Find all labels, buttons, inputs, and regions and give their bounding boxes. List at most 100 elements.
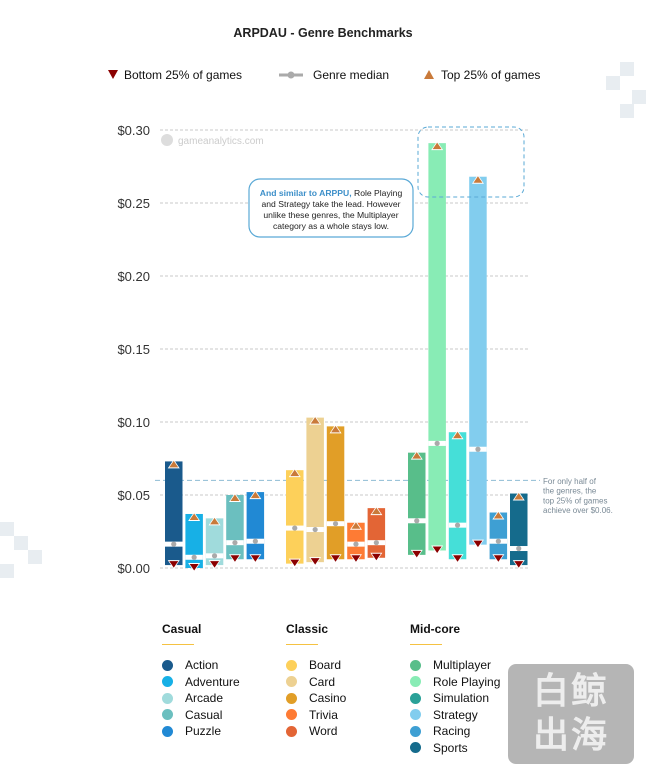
legend-item: Casual: [162, 707, 240, 724]
legend-label: Word: [309, 724, 338, 739]
median-marker: [454, 522, 461, 528]
top-marker: [514, 493, 524, 500]
callout-line: unlike these genres, the Multiplayer: [263, 210, 398, 220]
bottom-marker: [351, 555, 361, 562]
bar-simulation: [448, 432, 467, 560]
legend-item: Action: [162, 657, 240, 674]
legend-label: Adventure: [185, 674, 240, 689]
top-marker: [169, 460, 179, 468]
legend-color-dot: [410, 659, 421, 671]
bar-puzzle: [246, 492, 265, 560]
y-tick-label: $0.05: [117, 488, 150, 503]
bar-adventure: [185, 513, 203, 568]
legend-color-dot: [286, 659, 297, 671]
legend-label: Role Playing: [433, 674, 501, 689]
bar-casual: [226, 495, 244, 560]
bar-multiplayer: [408, 452, 426, 555]
site-watermark: gameanalytics.com: [178, 136, 264, 147]
legend-items: Action Adventure Arcade Casual Puzzle: [162, 657, 240, 740]
callout-highlight: And similar to ARPPU,: [260, 188, 354, 198]
legend-label: Racing: [433, 724, 471, 739]
legend-item: Card: [286, 674, 346, 691]
top-marker: [432, 142, 442, 150]
chart-title: ARPDAU - Genre Benchmarks: [233, 26, 412, 40]
decorative-pixel: [0, 564, 14, 578]
legend-label: Card: [309, 674, 336, 689]
legend-label: Board: [309, 658, 342, 673]
bottom-marker: [412, 550, 422, 558]
bar-strategy: [469, 176, 487, 545]
y-tick-label: $0.30: [117, 123, 150, 138]
legend-color-dot: [286, 709, 297, 721]
gameanalytics-logo-icon: [161, 134, 173, 146]
median-marker: [475, 446, 481, 452]
top-marker: [473, 176, 483, 183]
bar-card: [306, 417, 324, 563]
legend-item: Arcade: [162, 690, 240, 707]
top-marker: [250, 491, 260, 499]
legend-item: Board: [286, 657, 346, 674]
bar-role-playing: [428, 143, 446, 551]
legend-color-dot: [162, 676, 173, 688]
legend-color-dot: [410, 725, 421, 737]
callout-box: [248, 178, 414, 238]
decorative-pixel: [620, 104, 634, 118]
bar-trivia: [347, 522, 365, 560]
top-marker: [412, 452, 422, 459]
median-marker: [353, 541, 359, 547]
legend-item: Casino: [286, 690, 346, 707]
legend-item: Word: [286, 723, 346, 740]
decorative-pixel: [632, 90, 646, 104]
legend-item: Trivia: [286, 707, 346, 724]
legend-label: Arcade: [185, 691, 224, 706]
legend-group-title: Classic: [286, 622, 328, 645]
legend-group-midcore: Mid-core Multiplayer Role Playing Simulati…: [410, 622, 500, 756]
decorative-pixel: [14, 536, 28, 550]
reference-annotation: top 25% of games: [543, 496, 607, 505]
legend-color-dot: [410, 709, 421, 721]
median-marker: [191, 554, 197, 560]
y-tick-label: $0.10: [117, 415, 150, 430]
bottom-marker: [250, 555, 260, 562]
legend-item: Strategy: [410, 707, 500, 724]
legend-label: Sports: [433, 740, 468, 755]
bottom-marker: [432, 546, 442, 553]
decorative-pixel: [0, 522, 14, 536]
median-marker: [292, 525, 298, 531]
bottom-marker: [230, 555, 240, 562]
legend-color-dot: [162, 725, 173, 737]
highlight-box: [417, 126, 525, 198]
bar-word: [367, 508, 386, 558]
bottom-marker: [493, 555, 503, 562]
overlay-watermark-logo: 白鲸出海: [508, 664, 634, 764]
legend-label: Puzzle: [185, 724, 222, 739]
top-marker: [351, 522, 361, 529]
bottom-marker: [189, 564, 199, 571]
median-marker: [312, 526, 318, 533]
median-dot-icon: [287, 71, 295, 79]
bottom-marker: [514, 561, 524, 568]
legend-label: Strategy: [433, 707, 478, 722]
decorative-pixel: [620, 62, 634, 76]
callout-line: and Strategy take the lead. However: [261, 199, 400, 209]
legend-median: Genre median: [313, 68, 389, 82]
legend-group-title: Mid-core: [410, 622, 460, 645]
legend-label: Multiplayer: [433, 658, 492, 673]
bottom-marker: [453, 555, 463, 562]
y-tick-label: $0.25: [117, 196, 150, 211]
median-marker: [373, 540, 379, 546]
legend-item: Sports: [410, 740, 500, 757]
legend-item: Racing: [410, 723, 500, 740]
bar-board: [286, 470, 304, 564]
legend-items: Board Card Casino Trivia Word: [286, 657, 346, 740]
top-marker: [230, 494, 240, 501]
callout-line: category as a whole stays low.: [273, 221, 389, 231]
y-tick-label: $0.15: [117, 342, 150, 357]
legend-color-dot: [162, 692, 173, 704]
legend-item: Role Playing: [410, 674, 500, 691]
legend-label: Trivia: [309, 707, 338, 722]
top-marker: [493, 512, 503, 519]
watermark-text: 白鲸出海: [532, 671, 609, 756]
reference-annotation: achieve over $0.06.: [543, 506, 613, 515]
bottom-marker-icon: [108, 70, 118, 79]
